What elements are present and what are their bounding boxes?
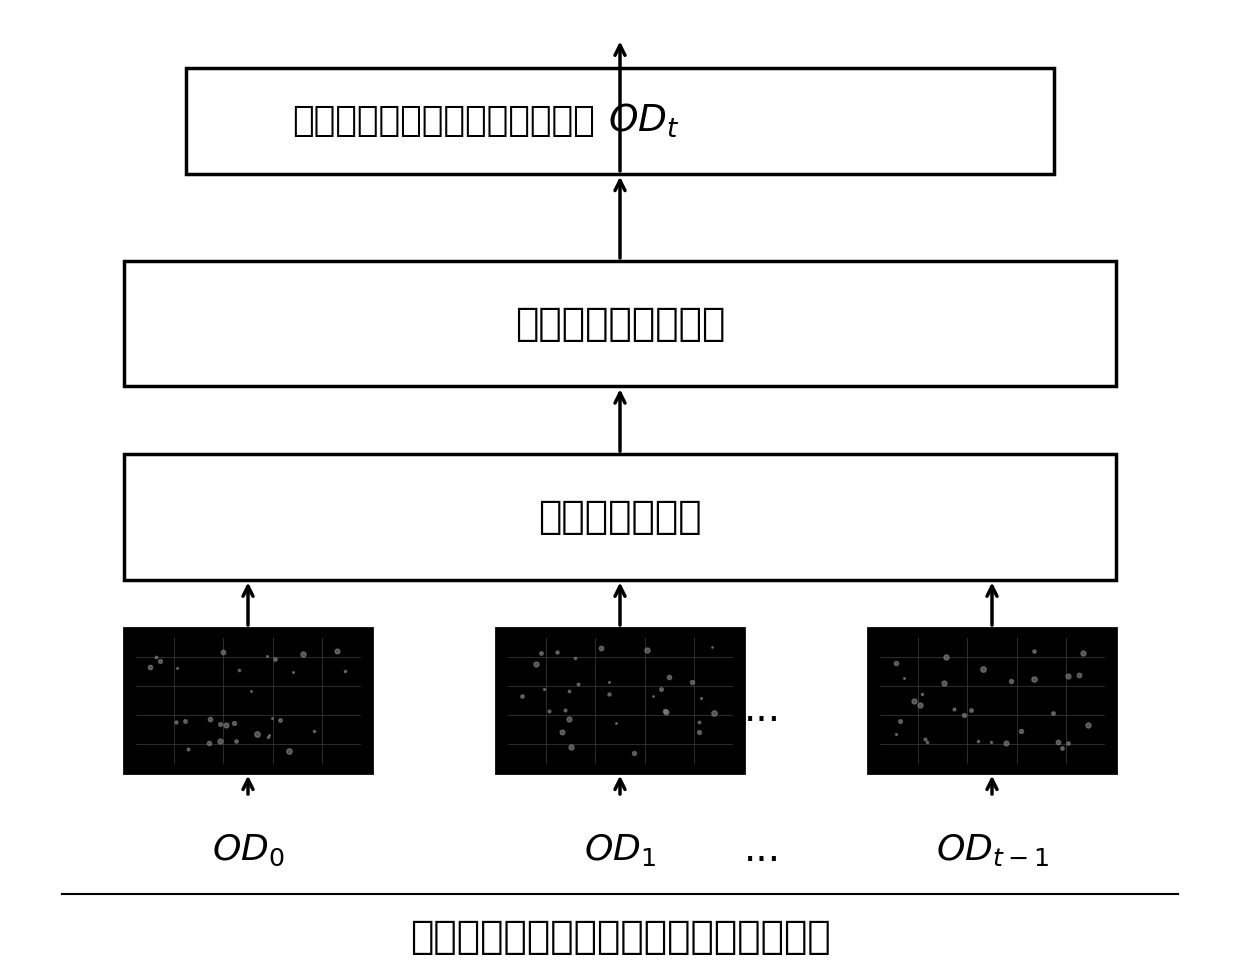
FancyBboxPatch shape <box>124 261 1116 386</box>
FancyBboxPatch shape <box>868 628 1116 773</box>
Text: $\mathit{OD}_{t-1}$: $\mathit{OD}_{t-1}$ <box>935 832 1049 868</box>
Text: ...: ... <box>744 831 781 869</box>
Text: 时序演化子网络: 时序演化子网络 <box>538 497 702 536</box>
FancyBboxPatch shape <box>496 628 744 773</box>
Text: 多个连续历史时间段的交通出行需求矩阵: 多个连续历史时间段的交通出行需求矩阵 <box>409 918 831 956</box>
Text: $\mathit{OD}_t$: $\mathit{OD}_t$ <box>608 101 680 140</box>
Text: 全局空间协同子网络: 全局空间协同子网络 <box>515 304 725 343</box>
FancyBboxPatch shape <box>186 68 1054 174</box>
Text: 下个时间段的交通出行需求矩阵: 下个时间段的交通出行需求矩阵 <box>293 103 595 138</box>
Text: ...: ... <box>744 691 781 729</box>
FancyBboxPatch shape <box>124 454 1116 580</box>
FancyBboxPatch shape <box>124 628 372 773</box>
Text: $\mathit{OD}_0$: $\mathit{OD}_0$ <box>212 833 284 867</box>
Text: $\mathit{OD}_1$: $\mathit{OD}_1$ <box>584 832 656 868</box>
